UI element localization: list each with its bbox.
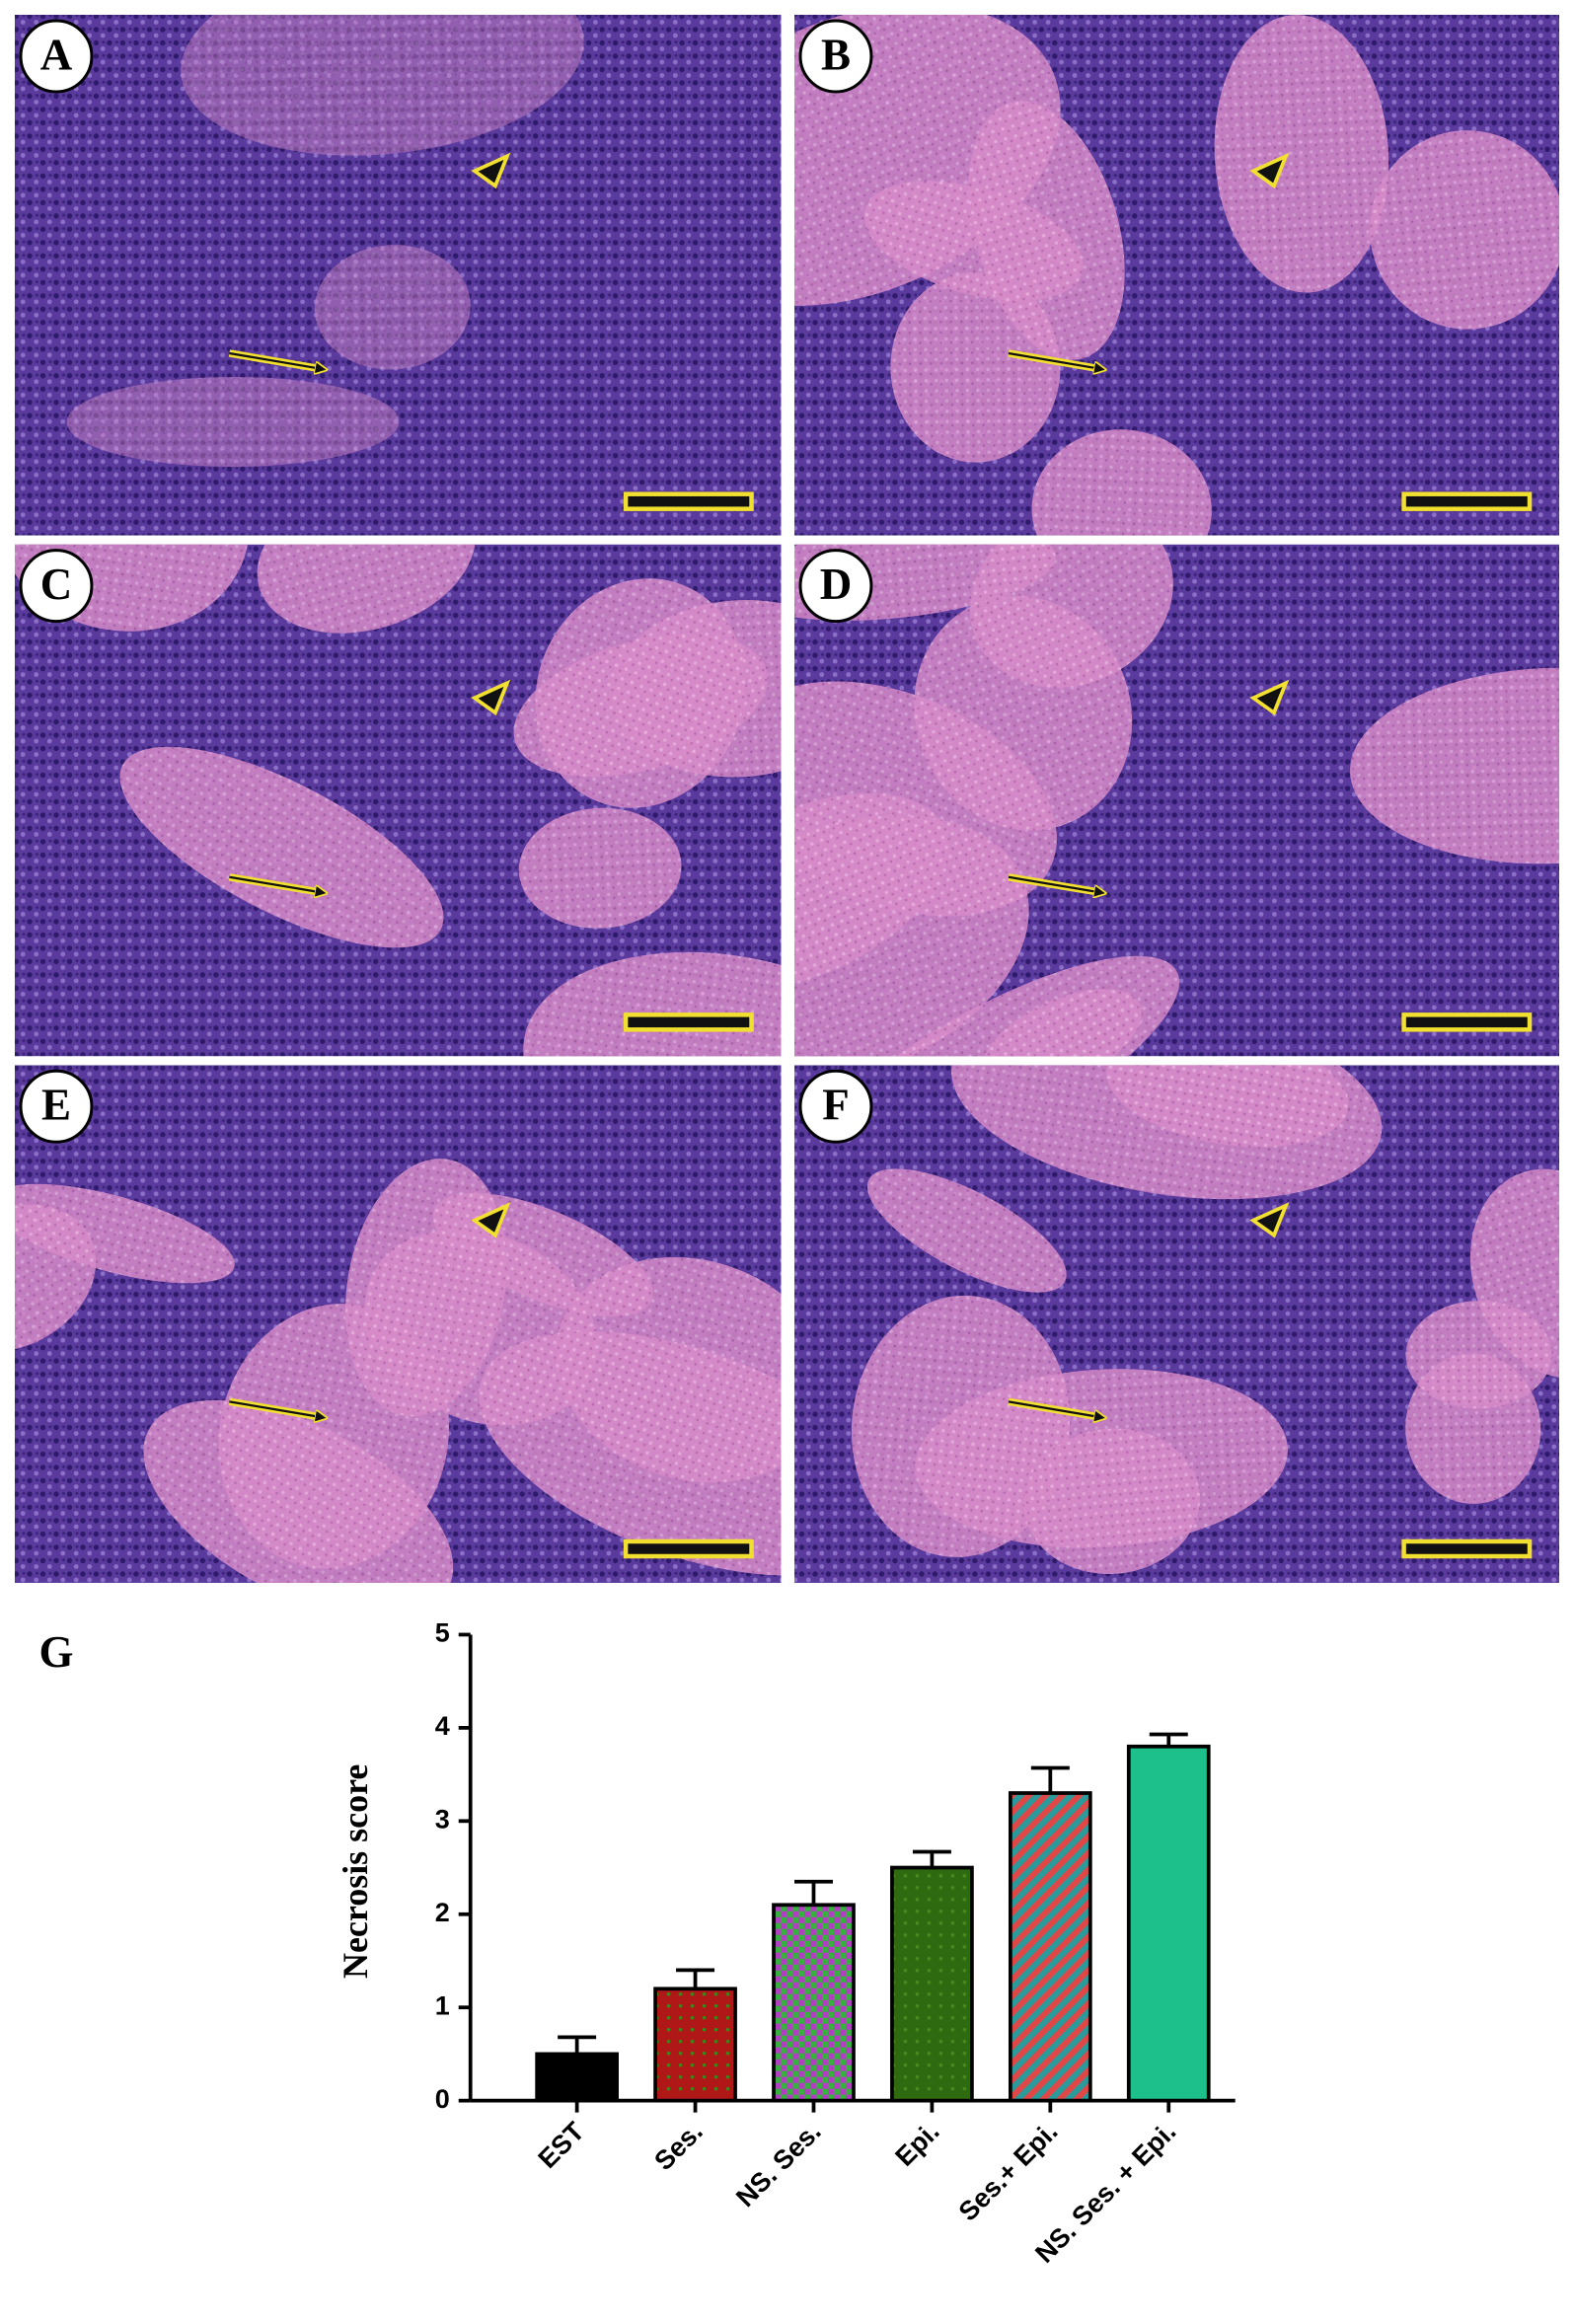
x-tick-label: EST bbox=[533, 2116, 591, 2174]
necrotic-area bbox=[523, 951, 782, 1057]
necrotic-area bbox=[1370, 130, 1560, 330]
necrotic-area bbox=[981, 989, 1142, 1057]
necrotic-area bbox=[518, 807, 682, 929]
label-circle bbox=[798, 549, 873, 624]
arrow-core bbox=[229, 351, 321, 369]
necrotic-area bbox=[535, 578, 746, 808]
y-tick-label: 0 bbox=[435, 2084, 450, 2114]
panel-label: A bbox=[40, 30, 73, 79]
bar bbox=[535, 2052, 619, 2103]
panel-label: B bbox=[821, 30, 851, 79]
scale-bar bbox=[623, 491, 754, 511]
y-axis-title: Necrosis score bbox=[336, 1764, 375, 1979]
necrotic-area bbox=[1350, 667, 1560, 864]
necrotic-area bbox=[314, 245, 471, 370]
arrowhead bbox=[1249, 152, 1290, 189]
y-tick-label: 3 bbox=[435, 1804, 450, 1834]
micrograph bbox=[793, 544, 1560, 1057]
x-tick-label: NS. Ses. bbox=[730, 2117, 827, 2213]
necrotic-area bbox=[479, 1331, 782, 1576]
necrotic-area bbox=[1031, 429, 1212, 536]
necrotic-area bbox=[1214, 15, 1389, 293]
necrotic-area bbox=[181, 14, 584, 156]
panel-label: E bbox=[41, 1081, 71, 1130]
necrotic-area bbox=[793, 815, 1029, 1057]
y-tick-label: 1 bbox=[435, 1990, 450, 2020]
x-tick-label: Epi. bbox=[889, 2117, 944, 2172]
micrograph bbox=[793, 14, 1560, 536]
bar bbox=[1008, 1791, 1092, 2103]
y-tick-label: 4 bbox=[435, 1711, 450, 1741]
label-circle bbox=[798, 1069, 873, 1144]
bar bbox=[772, 1903, 856, 2103]
arrowhead bbox=[1249, 679, 1290, 716]
micrograph bbox=[793, 1065, 1560, 1583]
y-tick-label: 5 bbox=[435, 1618, 450, 1648]
necrotic-area bbox=[66, 376, 400, 467]
arrow-core bbox=[1008, 1400, 1100, 1417]
necrotic-area bbox=[344, 1159, 507, 1417]
x-tick-label: Ses. bbox=[648, 2117, 708, 2176]
necrotic-area bbox=[119, 746, 444, 948]
scale-bar bbox=[1401, 491, 1533, 511]
necrotic-area bbox=[14, 1204, 97, 1353]
bar bbox=[653, 1987, 737, 2103]
arrowhead bbox=[471, 1202, 511, 1238]
label-circle bbox=[798, 19, 873, 94]
necrotic-area bbox=[968, 101, 1125, 360]
arrowhead bbox=[1249, 1202, 1290, 1238]
necrotic-area bbox=[914, 595, 1133, 831]
micrograph bbox=[14, 14, 782, 536]
arrow-core bbox=[229, 875, 321, 893]
arrow-core bbox=[1008, 351, 1100, 369]
y-tick-label: 2 bbox=[435, 1898, 450, 1927]
panel-label: D bbox=[820, 560, 852, 609]
necrotic-area bbox=[866, 1168, 1067, 1293]
arrowhead bbox=[471, 679, 511, 716]
arrowhead bbox=[471, 152, 511, 189]
scale-bar bbox=[623, 1012, 754, 1032]
arrow-core bbox=[229, 1400, 321, 1417]
scale-bar bbox=[1401, 1538, 1533, 1559]
necrotic-area bbox=[1405, 1301, 1552, 1409]
necrotic-area bbox=[851, 1295, 1071, 1557]
panel-label: G bbox=[38, 1627, 73, 1677]
scale-bar bbox=[623, 1538, 754, 1559]
x-tick-label: Ses.+ Epi. bbox=[953, 2117, 1064, 2227]
arrow-core bbox=[1008, 875, 1100, 893]
label-circle bbox=[19, 549, 94, 624]
bar bbox=[1126, 1744, 1211, 2103]
panel-label: F bbox=[822, 1081, 849, 1130]
scale-bar bbox=[1401, 1012, 1533, 1032]
micrograph bbox=[14, 1065, 782, 1583]
label-circle bbox=[19, 1069, 94, 1144]
necrotic-area bbox=[257, 544, 476, 634]
necrotic-area bbox=[143, 1399, 454, 1583]
label-circle bbox=[19, 19, 94, 94]
panel-label: C bbox=[40, 560, 72, 609]
necrotic-area bbox=[1023, 1428, 1201, 1575]
necrotic-area bbox=[1105, 1065, 1349, 1148]
bar bbox=[890, 1865, 974, 2103]
